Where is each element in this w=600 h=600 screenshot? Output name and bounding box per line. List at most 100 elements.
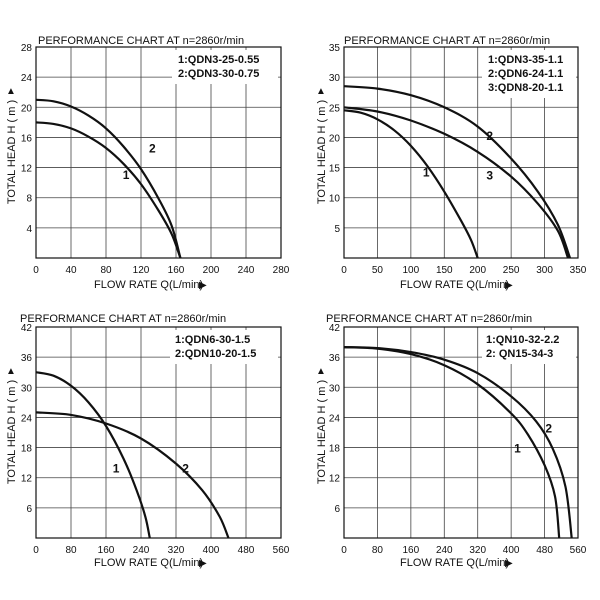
chart-2-curve-label-1: 1	[423, 166, 430, 180]
chart-3-y-tick-label: 42	[21, 323, 33, 334]
chart-1-curve-label-2: 2	[149, 142, 156, 156]
chart-3: PERFORMANCE CHART AT n=2860r/min FLOW RA…	[6, 313, 290, 569]
chart-2-grid	[344, 47, 578, 258]
chart-1-y-tick-label: 28	[21, 43, 33, 54]
chart-3-curve-1	[35, 371, 151, 539]
chart-3-legend-box	[170, 330, 278, 364]
chart-3-legend-item-1: 1:QDN6-30-1.5	[175, 334, 250, 346]
chart-3-y-tick-label: 12	[21, 474, 33, 485]
chart-1-x-tick-label: 200	[203, 265, 220, 276]
chart-2-curve-label-2: 2	[486, 129, 493, 143]
chart-2-legend-item-2: 2:QDN6-24-1.1	[488, 68, 563, 80]
chart-4-plot-frame	[343, 326, 579, 539]
chart-1-x-tick-label: 120	[133, 265, 150, 276]
chart-4-y-tick-label: 30	[329, 383, 341, 394]
chart-4-curve-2	[343, 346, 573, 539]
chart-4-x-tick-label: 560	[570, 545, 587, 556]
chart-4-x-tick-label: 480	[536, 545, 553, 556]
chart-1-y-tick-label: 16	[21, 133, 33, 144]
chart-2-x-tick-label: 200	[469, 265, 486, 276]
chart-4-title: PERFORMANCE CHART AT n=2860r/min	[326, 313, 532, 325]
chart-4-curve-label-1: 1	[514, 442, 521, 456]
chart-1-x-axis-label: FLOW RATE Q(L/min)	[94, 279, 203, 291]
chart-2-y-tick-label: 25	[329, 103, 341, 114]
chart-1-y-axis-label: TOTAL HEAD H ( m )	[6, 100, 18, 204]
chart-1-curve-label-1: 1	[123, 168, 130, 182]
chart-3-curve-label-1: 1	[113, 462, 120, 476]
chart-2-x-axis-label: FLOW RATE Q(L/min)	[400, 279, 509, 291]
chart-1-x-tick-label: 240	[238, 265, 255, 276]
chart-3-y-tick-label: 30	[21, 383, 33, 394]
chart-2-x-tick-label: 0	[341, 265, 347, 276]
chart-1-y-tick-label: 20	[21, 103, 33, 114]
chart-2-legend: 1:QDN3-35-1.1 2:QDN6-24-1.1 3:QDN8-20-1.…	[482, 50, 576, 98]
chart-2-plot-frame	[343, 46, 579, 259]
chart-3-plot-frame	[35, 326, 282, 539]
chart-1-legend-item-2: 2:QDN3-30-0.75	[178, 68, 259, 80]
chart-2-title: PERFORMANCE CHART AT n=2860r/min	[344, 35, 550, 47]
chart-1-y-axis-arrow: ▲	[6, 86, 16, 97]
chart-4-x-tick-label: 240	[436, 545, 453, 556]
chart-3-y-axis-arrow: ▲	[6, 366, 16, 377]
chart-4-y-tick-label: 42	[329, 323, 341, 334]
chart-2-x-tick-label: 50	[372, 265, 384, 276]
chart-3-curve-label-2: 2	[182, 462, 189, 476]
chart-4-x-tick-label: 320	[469, 545, 486, 556]
chart-4: PERFORMANCE CHART AT n=2860r/min FLOW RA…	[316, 313, 587, 569]
chart-3-x-axis-label: FLOW RATE Q(L/min)	[94, 557, 203, 569]
chart-1-title: PERFORMANCE CHART AT n=2860r/min	[38, 35, 244, 47]
chart-2-curve-3	[343, 106, 570, 259]
chart-1-x-tick-label: 80	[100, 265, 112, 276]
chart-1-x-tick-label: 160	[168, 265, 185, 276]
chart-1-legend-box	[172, 50, 278, 84]
chart-2-y-tick-label: 15	[329, 164, 341, 175]
chart-4-legend: 1:QN10-32-2.2 2: QN15-34-3	[482, 330, 576, 364]
chart-3-y-tick-label: 36	[21, 353, 33, 364]
chart-2-y-tick-label: 5	[334, 224, 340, 235]
chart-3-y-tick-label: 24	[21, 413, 33, 424]
chart-3-y-tick-label: 6	[26, 504, 32, 515]
chart-3-curve-2	[35, 411, 230, 539]
chart-4-x-axis-arrow: ▶	[505, 558, 513, 569]
chart-2-x-tick-label: 100	[403, 265, 420, 276]
chart-4-y-tick-label: 6	[334, 504, 340, 515]
chart-1-plot-frame	[35, 46, 282, 259]
chart-4-y-axis-label: TOTAL HEAD H ( m )	[316, 380, 328, 484]
chart-3-x-tick-label: 0	[33, 545, 39, 556]
chart-4-legend-box	[482, 330, 576, 364]
chart-3-y-tick-label: 18	[21, 444, 33, 455]
chart-2-curve-label-3: 3	[486, 169, 493, 183]
chart-1-y-tick-label: 24	[21, 73, 33, 84]
chart-1: PERFORMANCE CHART AT n=2860r/min FLOW RA…	[6, 35, 290, 291]
chart-2-curve-2	[343, 85, 572, 259]
chart-2-x-tick-label: 350	[570, 265, 587, 276]
chart-4-x-tick-label: 400	[503, 545, 520, 556]
chart-2-y-tick-label: 10	[329, 194, 341, 205]
chart-3-title: PERFORMANCE CHART AT n=2860r/min	[20, 313, 226, 325]
chart-4-x-tick-label: 80	[372, 545, 384, 556]
chart-4-legend-item-2: 2: QN15-34-3	[486, 348, 553, 360]
chart-2: PERFORMANCE CHART AT n=2860r/min FLOW RA…	[316, 35, 587, 291]
chart-4-curve-1	[343, 346, 561, 539]
chart-3-legend: 1:QDN6-30-1.5 2:QDN10-20-1.5	[170, 330, 278, 364]
chart-2-legend-item-1: 1:QDN3-35-1.1	[488, 54, 563, 66]
chart-4-y-tick-label: 24	[329, 413, 341, 424]
chart-2-x-tick-label: 300	[536, 265, 553, 276]
chart-3-y-axis-label: TOTAL HEAD H ( m )	[6, 380, 18, 484]
chart-1-curve-2	[35, 98, 182, 259]
chart-4-y-axis-arrow: ▲	[316, 366, 326, 377]
chart-1-legend: 1:QDN3-25-0.55 2:QDN3-30-0.75	[172, 50, 278, 84]
chart-3-x-axis-arrow: ▶	[199, 558, 207, 569]
chart-1-curve-1	[35, 121, 182, 259]
chart-3-legend-item-2: 2:QDN10-20-1.5	[175, 348, 256, 360]
chart-4-x-tick-label: 160	[403, 545, 420, 556]
chart-1-x-tick-label: 40	[65, 265, 77, 276]
chart-3-x-tick-label: 480	[238, 545, 255, 556]
chart-3-x-tick-label: 400	[203, 545, 220, 556]
chart-1-x-tick-label: 280	[273, 265, 290, 276]
chart-4-y-tick-label: 36	[329, 353, 341, 364]
chart-2-legend-box	[482, 50, 576, 98]
chart-3-x-tick-label: 240	[133, 545, 150, 556]
chart-1-x-axis-arrow: ▶	[199, 280, 207, 291]
